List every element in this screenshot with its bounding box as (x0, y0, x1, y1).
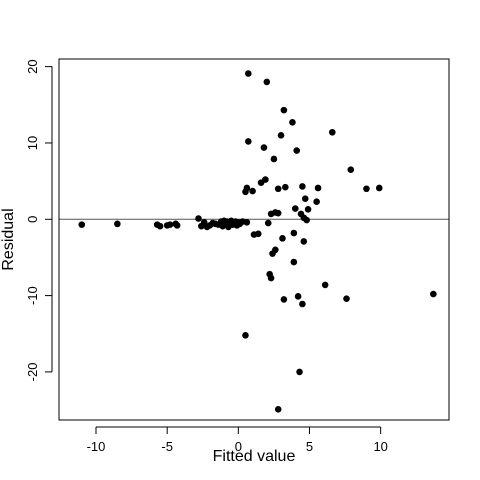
data-point (280, 106, 288, 114)
data-point (430, 290, 437, 298)
y-tick-label: -10 (25, 286, 40, 305)
data-point (314, 184, 322, 192)
data-point (264, 219, 272, 227)
data-point (260, 144, 268, 151)
data-point (280, 296, 288, 303)
data-point (277, 132, 285, 139)
data-point (270, 155, 278, 163)
data-point (321, 281, 329, 289)
data-point (290, 229, 298, 237)
y-axis: -20 -10 0 10 20 (25, 59, 53, 382)
data-point (272, 246, 279, 254)
y-tick-label: 0 (25, 216, 40, 223)
data-point (249, 187, 256, 195)
data-point (195, 215, 202, 222)
data-point (254, 230, 262, 238)
data-point (299, 300, 306, 308)
data-point (242, 331, 249, 339)
data-point (313, 198, 320, 206)
data-point (274, 406, 282, 413)
data-point (245, 70, 252, 77)
y-tick-label: -20 (25, 363, 40, 382)
y-axis-title: Residual (0, 208, 17, 270)
data-point (263, 78, 271, 86)
data-point (293, 147, 301, 154)
x-axis-title: Fitted value (213, 448, 296, 465)
y-tick-label: 20 (25, 59, 40, 73)
data-point (294, 293, 302, 300)
data-point (114, 220, 121, 228)
data-point (363, 185, 370, 193)
data-point (289, 119, 296, 126)
data-point (267, 274, 275, 282)
data-point (343, 295, 350, 302)
data-point (291, 205, 299, 212)
x-tick-label: -5 (161, 439, 173, 454)
data-point (303, 216, 310, 224)
data-point (282, 183, 289, 191)
data-point (301, 195, 309, 202)
data-point (245, 138, 252, 145)
x-axis: -10 -5 0 5 10 (87, 426, 388, 454)
data-point (296, 368, 303, 376)
data-point (375, 184, 383, 192)
x-tick-label: -10 (87, 439, 106, 454)
data-point (243, 219, 251, 226)
data-point (274, 185, 282, 193)
plot-frame (58, 58, 450, 421)
data-point (290, 258, 298, 266)
x-tick-label: 10 (373, 439, 387, 454)
data-point (279, 235, 286, 242)
data-point (156, 222, 164, 230)
x-tick-label: 0 (235, 439, 242, 454)
data-point (243, 184, 251, 192)
data-point (299, 183, 306, 190)
x-tick-label: 5 (306, 439, 313, 454)
y-tick-label: 10 (25, 136, 40, 150)
data-point (300, 238, 308, 245)
data-points (78, 70, 437, 413)
data-point (78, 221, 86, 228)
data-point (304, 206, 312, 213)
data-point (274, 209, 282, 217)
data-point (347, 166, 355, 173)
data-point (328, 128, 336, 136)
data-point (262, 176, 269, 183)
data-point (166, 221, 174, 228)
data-point (173, 222, 181, 229)
